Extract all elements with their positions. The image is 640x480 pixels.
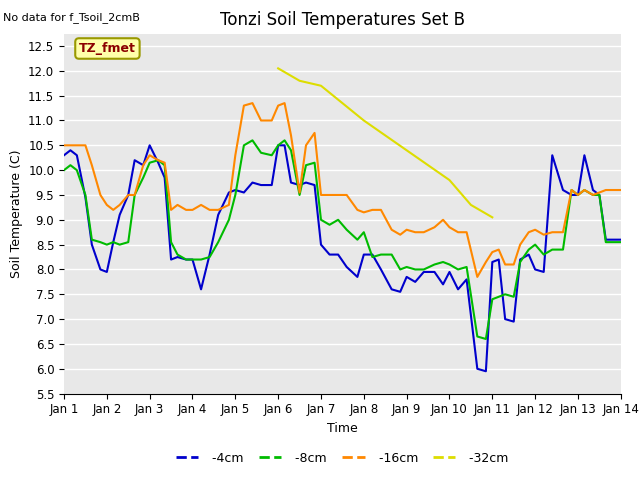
Title: Tonzi Soil Temperatures Set B: Tonzi Soil Temperatures Set B — [220, 11, 465, 29]
X-axis label: Time: Time — [327, 422, 358, 435]
Text: TZ_fmet: TZ_fmet — [79, 42, 136, 55]
Y-axis label: Soil Temperature (C): Soil Temperature (C) — [10, 149, 22, 278]
Legend:  -4cm,  -8cm,  -16cm,  -32cm: -4cm, -8cm, -16cm, -32cm — [171, 447, 514, 469]
Text: No data for f_Tsoil_2cmB: No data for f_Tsoil_2cmB — [3, 12, 140, 23]
